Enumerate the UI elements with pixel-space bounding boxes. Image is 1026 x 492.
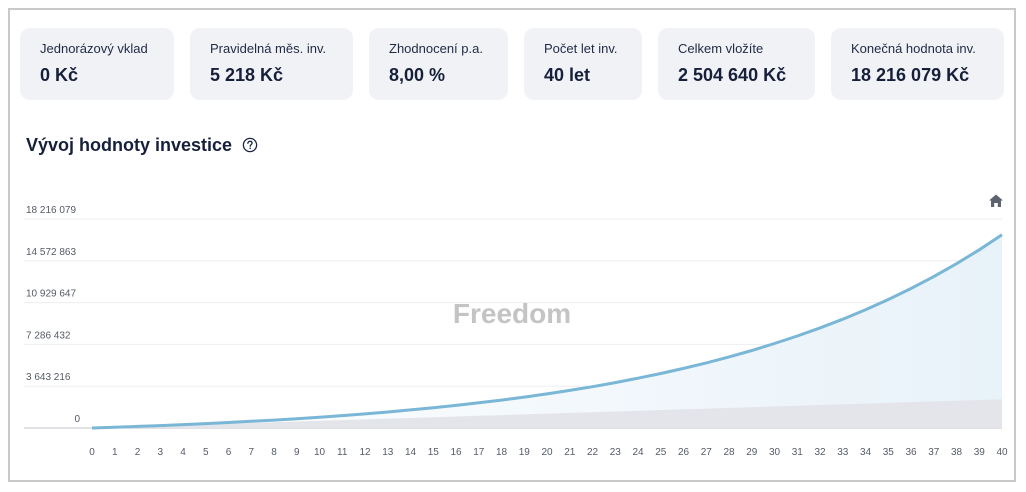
x-tick-label: 20	[541, 447, 553, 458]
x-tick-label: 9	[294, 447, 300, 458]
x-tick-label: 38	[951, 447, 963, 458]
x-tick-label: 26	[678, 447, 690, 458]
y-tick-label: 18 216 079	[26, 205, 76, 216]
x-tick-label: 6	[226, 447, 232, 458]
series-area-total	[92, 234, 1002, 428]
x-tick-label: 22	[587, 447, 599, 458]
x-tick-label: 11	[337, 447, 348, 458]
x-tick-label: 36	[905, 447, 917, 458]
x-tick-label: 28	[723, 447, 735, 458]
x-tick-label: 2	[135, 447, 141, 458]
summary-card-one-time-deposit: Jednorázový vklad 0 Kč	[20, 28, 174, 100]
card-label: Jednorázový vklad	[40, 41, 148, 56]
x-tick-label: 29	[746, 447, 758, 458]
x-tick-label: 0	[89, 447, 95, 458]
summary-card-annual-return: Zhodnocení p.a. 8,00 %	[369, 28, 508, 100]
y-tick-label: 10 929 647	[26, 289, 76, 300]
x-tick-label: 12	[359, 447, 371, 458]
y-tick-label: 0	[74, 414, 80, 425]
card-value: 2 504 640 Kč	[678, 65, 787, 85]
summary-card-final-value: Konečná hodnota inv. 18 216 079 Kč	[831, 28, 1004, 100]
x-tick-label: 5	[203, 447, 209, 458]
x-tick-label: 17	[473, 447, 485, 458]
card-label: Konečná hodnota inv.	[851, 41, 976, 56]
x-tick-label: 40	[996, 447, 1008, 458]
series-area-deposits	[92, 399, 1002, 428]
card-value: 18 216 079 Kč	[851, 65, 970, 85]
x-tick-label: 37	[928, 447, 940, 458]
card-label: Pravidelná měs. inv.	[210, 41, 327, 56]
card-value: 8,00 %	[389, 65, 446, 85]
x-tick-label: 15	[428, 447, 440, 458]
x-tick-label: 19	[519, 447, 531, 458]
y-tick-label: 14 572 863	[26, 247, 76, 258]
summary-card-monthly-investment: Pravidelná měs. inv. 5 218 Kč	[190, 28, 353, 100]
x-tick-label: 24	[632, 447, 644, 458]
x-tick-label: 21	[564, 447, 576, 458]
card-label: Počet let inv.	[544, 41, 618, 56]
x-tick-label: 1	[112, 447, 118, 458]
x-tick-label: 39	[974, 447, 986, 458]
x-tick-label: 31	[792, 447, 804, 458]
x-tick-label: 35	[883, 447, 895, 458]
home-icon[interactable]	[988, 193, 1004, 209]
x-tick-label: 10	[314, 447, 326, 458]
x-tick-label: 34	[860, 447, 872, 458]
y-tick-label: 3 643 216	[26, 372, 71, 383]
chart-watermark: Freedom	[453, 298, 571, 329]
x-tick-label: 8	[271, 447, 277, 458]
card-value: 40 let	[544, 65, 591, 85]
summary-cards: Jednorázový vklad 0 Kč Pravidelná měs. i…	[20, 28, 1006, 100]
summary-card-total-deposited: Celkem vložíte 2 504 640 Kč	[658, 28, 815, 100]
chart-title: Vývoj hodnoty investice	[26, 135, 233, 155]
x-tick-label: 3	[157, 447, 163, 458]
x-tick-label: 14	[405, 447, 417, 458]
summary-card-years: Počet let inv. 40 let	[524, 28, 642, 100]
x-tick-label: 23	[610, 447, 622, 458]
card-label: Zhodnocení p.a.	[389, 41, 483, 56]
y-axis-ticks: 0 3 643 216 7 286 432 10 929 647 14 572 863 1…	[26, 205, 80, 425]
x-axis-ticks: 0 1 2 3 4 5 6 7 8 9 10 11 12 13 14 15 16 17 18 19 20 21 22 23 24…	[89, 447, 1008, 458]
x-tick-label: 7	[248, 447, 254, 458]
y-tick-label: 7 286 432	[26, 330, 71, 341]
question-bubble-icon[interactable]	[242, 137, 258, 153]
calculator-panel: Jednorázový vklad 0 Kč Pravidelná měs. i…	[8, 8, 1016, 482]
x-tick-label: 16	[450, 447, 462, 458]
card-label: Celkem vložíte	[678, 41, 764, 56]
x-tick-label: 18	[496, 447, 508, 458]
card-value: 0 Kč	[40, 65, 79, 85]
x-tick-label: 32	[814, 447, 826, 458]
x-tick-label: 13	[382, 447, 394, 458]
x-tick-label: 25	[655, 447, 667, 458]
x-tick-label: 27	[701, 447, 713, 458]
series-line-total	[91, 233, 1003, 430]
x-tick-label: 30	[769, 447, 781, 458]
x-tick-label: 4	[180, 447, 186, 458]
card-value: 5 218 Kč	[210, 65, 284, 85]
x-tick-label: 33	[837, 447, 849, 458]
